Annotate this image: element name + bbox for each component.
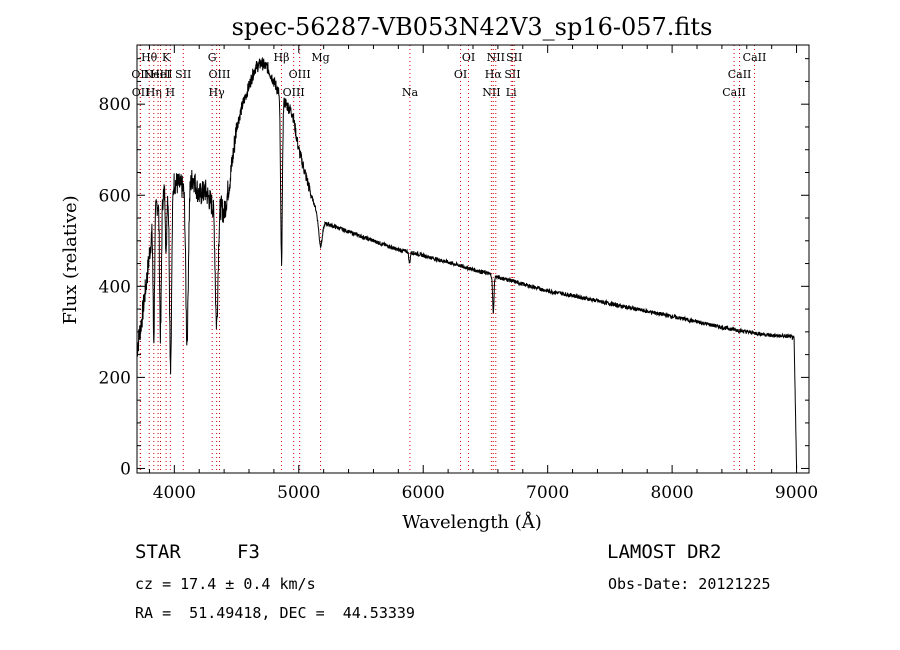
chart-title: spec-56287-VB053N42V3_sp16-057.fits — [232, 13, 713, 41]
object-subclass: F3 — [237, 541, 260, 563]
y-tick-label-4: 800 — [99, 95, 131, 115]
y-axis-label: Flux (relative) — [60, 195, 81, 324]
line-marker-label-14: OIII — [289, 68, 311, 81]
plot-frame — [136, 44, 810, 474]
y-tick-label-2: 400 — [99, 277, 131, 297]
line-marker-label-15: Mg — [311, 51, 329, 64]
object-class: STAR — [135, 541, 181, 563]
line-marker-label-0: OII — [131, 68, 149, 81]
ra-dec-coordinates: RA = 51.49418, DEC = 44.53339 — [135, 604, 415, 622]
line-marker-label-27: CaII — [743, 51, 767, 64]
line-marker-label-3: Hη — [146, 86, 162, 99]
x-axis-label: Wavelength (Å) — [402, 511, 542, 533]
line-marker-label-21: NII — [487, 51, 505, 64]
line-marker-label-6: K — [162, 51, 171, 64]
y-tick-label-1: 200 — [99, 368, 131, 388]
survey-name: LAMOST DR2 — [607, 541, 722, 563]
x-tick-label-3: 7000 — [526, 483, 569, 503]
spectrum-line — [136, 57, 798, 469]
observation-date: Obs-Date: 20121225 — [608, 575, 771, 593]
x-tick-label-2: 6000 — [402, 483, 445, 503]
x-tick-label-4: 8000 — [650, 483, 693, 503]
line-marker-label-10: Hγ — [209, 86, 226, 99]
line-marker-label-7: H — [166, 86, 176, 99]
line-marker-label-2: Hθ — [141, 51, 158, 64]
x-tick-label-1: 5000 — [277, 483, 320, 503]
line-marker-label-9: G — [208, 51, 217, 64]
x-axis: 4000 5000 6000 7000 8000 9000 — [148, 45, 818, 503]
line-marker-label-11: OIII — [208, 68, 230, 81]
y-tick-label-0: 0 — [120, 459, 131, 479]
y-axis: 0 200 400 600 800 — [99, 58, 809, 479]
line-marker-label-26: CaII — [728, 68, 752, 81]
line-marker-label-22: Li — [506, 86, 517, 99]
line-marker-label-1: OII — [132, 86, 150, 99]
line-marker-label-8: SII — [175, 68, 191, 81]
spectrum-series — [136, 57, 798, 469]
line-marker-label-17: OI — [454, 68, 467, 81]
line-marker-label-19: NII — [482, 86, 500, 99]
redshift-velocity: cz = 17.4 ± 0.4 km/s — [135, 575, 316, 593]
line-marker-label-24: SII — [506, 51, 522, 64]
x-tick-label-0: 4000 — [153, 483, 196, 503]
line-marker-label-4: NeIII — [143, 68, 172, 81]
line-marker-label-23: SII — [504, 68, 520, 81]
line-marker-label-18: OI — [462, 51, 475, 64]
x-tick-label-5: 9000 — [775, 483, 818, 503]
line-marker-label-25: CaII — [722, 86, 746, 99]
line-marker-label-12: Hβ — [274, 51, 290, 64]
y-tick-label-3: 600 — [99, 186, 131, 206]
line-marker-label-13: OIII — [283, 86, 305, 99]
line-marker-label-16: Na — [402, 86, 419, 99]
line-marker-label-20: Hα — [485, 68, 503, 81]
line-marker-label-5: HeI — [150, 68, 170, 81]
